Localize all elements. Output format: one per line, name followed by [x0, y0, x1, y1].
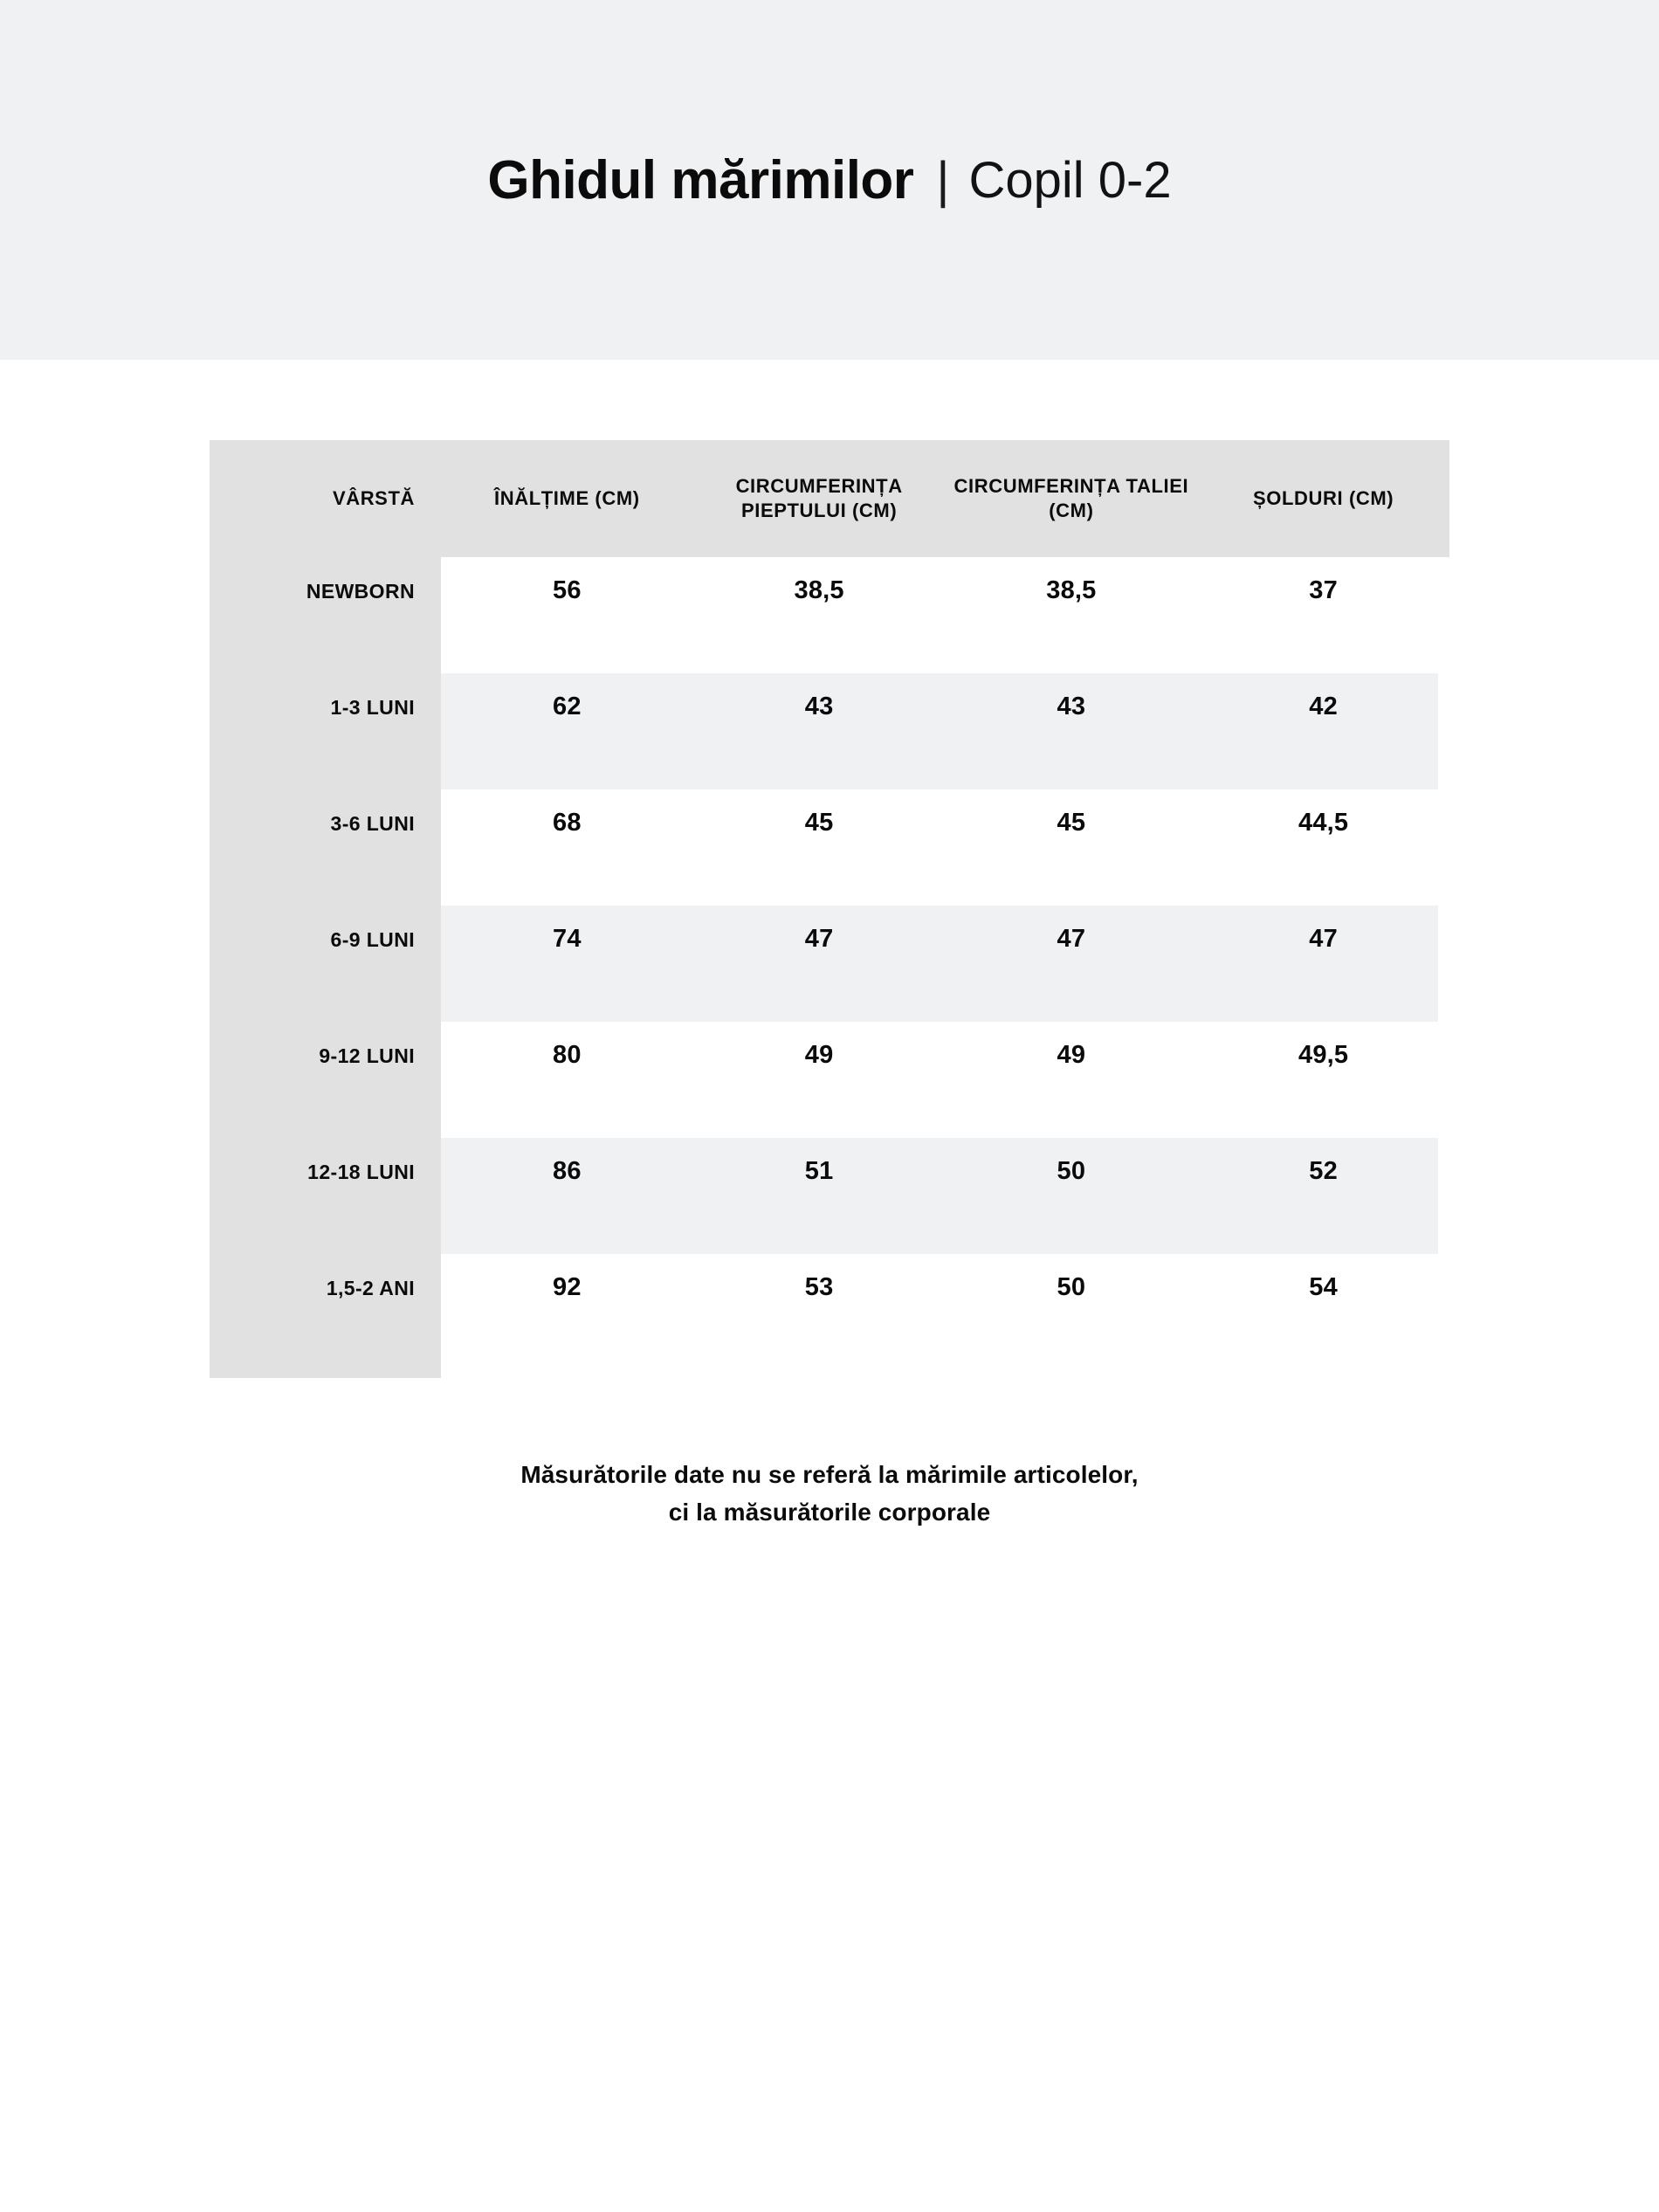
title-main: Ghidul mărimilor — [487, 149, 914, 210]
title-band: Ghidul mărimilor | Copil 0-2 — [0, 0, 1659, 360]
table-row: 6-9 LUNI 74 47 47 47 — [210, 906, 1449, 1022]
cell-chest: 49 — [804, 1041, 834, 1069]
cell-waist: 45 — [1057, 809, 1086, 837]
cell-hips: 47 — [1309, 925, 1338, 953]
cell-hips: 54 — [1309, 1273, 1338, 1301]
cell-chest: 51 — [804, 1157, 834, 1185]
cell-chest: 43 — [804, 693, 834, 720]
cell-chest: 45 — [804, 809, 834, 837]
table-row: 1-3 LUNI 62 43 43 42 — [210, 673, 1449, 789]
cell-age: 1-3 LUNI — [330, 696, 415, 719]
cell-height: 92 — [553, 1273, 582, 1301]
cell-chest: 53 — [804, 1273, 834, 1301]
cell-hips: 52 — [1309, 1157, 1338, 1185]
row-stripe — [441, 557, 1438, 673]
footer-note: Măsurătorile date nu se referă la mărimi… — [0, 1457, 1659, 1531]
title-subtitle: Copil 0-2 — [968, 151, 1172, 209]
cell-waist: 49 — [1057, 1041, 1086, 1069]
size-chart-table: VÂRSTĂ ÎNĂLȚIME (CM) CIRCUMFERINȚA PIEPT… — [210, 440, 1449, 1378]
table-body: NEWBORN 56 38,5 38,5 37 1-3 LUNI 62 43 4… — [210, 557, 1449, 1370]
cell-waist: 38,5 — [1046, 576, 1097, 604]
cell-height: 68 — [553, 809, 582, 837]
cell-hips: 44,5 — [1298, 809, 1349, 837]
table-row: 1,5-2 ANI 92 53 50 54 — [210, 1254, 1449, 1370]
cell-age: 6-9 LUNI — [330, 928, 415, 951]
cell-chest: 38,5 — [794, 576, 844, 604]
column-header-chest: CIRCUMFERINȚA PIEPTULUI (CM) — [735, 474, 903, 521]
footer-note-line-1: Măsurătorile date nu se referă la mărimi… — [520, 1461, 1139, 1488]
row-stripe — [441, 1138, 1438, 1254]
cell-height: 86 — [553, 1157, 582, 1185]
cell-hips: 37 — [1309, 576, 1338, 604]
header-row-background — [441, 440, 1449, 557]
cell-waist: 47 — [1057, 925, 1086, 953]
table-row: NEWBORN 56 38,5 38,5 37 — [210, 557, 1449, 673]
cell-waist: 50 — [1057, 1157, 1086, 1185]
cell-waist: 50 — [1057, 1273, 1086, 1301]
column-header-hips: ȘOLDURI (CM) — [1253, 486, 1394, 509]
table-row: 3-6 LUNI 68 45 45 44,5 — [210, 789, 1449, 906]
column-header-height: ÎNĂLȚIME (CM) — [494, 486, 640, 509]
column-header-waist: CIRCUMFERINȚA TALIEI (CM) — [953, 474, 1189, 521]
row-stripe — [441, 1254, 1438, 1370]
row-stripe — [441, 906, 1438, 1022]
cell-height: 62 — [553, 693, 582, 720]
cell-waist: 43 — [1057, 693, 1086, 720]
page-title: Ghidul mărimilor | Copil 0-2 — [0, 0, 1659, 360]
cell-age: 9-12 LUNI — [319, 1044, 415, 1067]
table-row: 12-18 LUNI 86 51 50 52 — [210, 1138, 1449, 1254]
cell-age: 12-18 LUNI — [307, 1161, 415, 1183]
cell-height: 74 — [553, 925, 582, 953]
cell-height: 56 — [553, 576, 582, 604]
row-stripe — [441, 1022, 1438, 1138]
table-header-row: VÂRSTĂ ÎNĂLȚIME (CM) CIRCUMFERINȚA PIEPT… — [210, 440, 1449, 557]
table-row: 9-12 LUNI 80 49 49 49,5 — [210, 1022, 1449, 1138]
title-separator: | — [936, 151, 950, 209]
cell-age: NEWBORN — [306, 580, 415, 603]
column-header-age: VÂRSTĂ — [332, 487, 415, 509]
footer-note-line-2: ci la măsurătorile corporale — [668, 1498, 991, 1526]
age-column-background — [210, 440, 441, 1378]
cell-hips: 42 — [1309, 693, 1338, 720]
cell-hips: 49,5 — [1298, 1041, 1349, 1069]
row-stripe — [441, 789, 1438, 906]
row-stripe — [441, 673, 1438, 789]
cell-age: 1,5-2 ANI — [326, 1277, 415, 1299]
cell-chest: 47 — [804, 925, 834, 953]
cell-height: 80 — [553, 1041, 582, 1069]
cell-age: 3-6 LUNI — [330, 812, 415, 835]
